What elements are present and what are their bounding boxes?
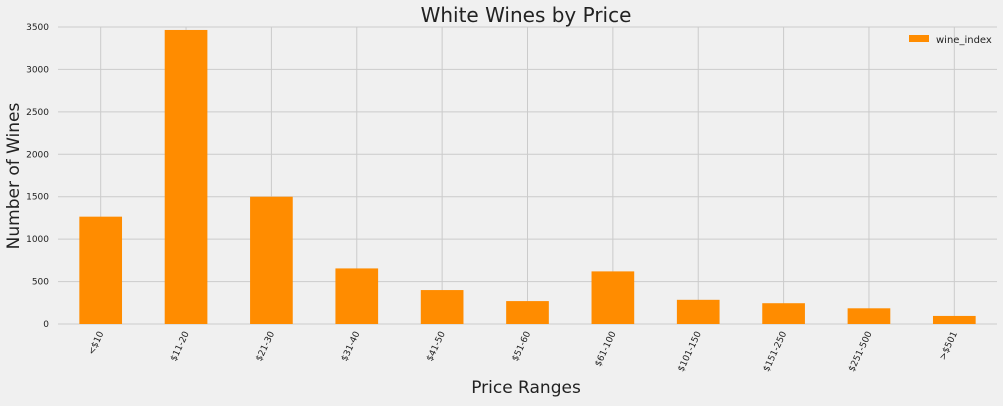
y-tick-label: 1500 <box>26 193 49 203</box>
y-tick-label: 0 <box>43 320 49 330</box>
y-axis-label: Number of Wines <box>4 102 24 249</box>
bar <box>506 301 549 324</box>
x-tick-label: $11-20 <box>169 330 192 363</box>
x-tick-label: $251-500 <box>847 330 874 374</box>
y-tick-label: 3000 <box>26 65 49 75</box>
x-tick-label: $51-60 <box>511 330 534 363</box>
grid-lines <box>58 26 997 325</box>
bar <box>420 290 464 324</box>
y-tick-label: 2500 <box>26 108 49 118</box>
y-tick-label: 1000 <box>26 235 49 245</box>
x-tick-label: $41-50 <box>425 330 448 363</box>
x-tick-label: $21-30 <box>255 330 278 363</box>
y-tick-label: 500 <box>32 278 49 288</box>
legend-swatch <box>909 35 929 42</box>
chart-title: White Wines by Price <box>421 3 632 27</box>
y-tick-labels: 0 500 1000 1500 2000 2500 3000 3500 <box>26 23 49 330</box>
bar <box>676 299 720 324</box>
x-tick-label: $31-40 <box>340 330 363 363</box>
bar <box>762 303 805 324</box>
bar <box>164 29 208 324</box>
x-tick-label: $151-250 <box>762 330 789 374</box>
bar <box>79 216 123 324</box>
x-axis-label: Price Ranges <box>471 378 581 398</box>
x-tick-label: $61-100 <box>594 330 619 369</box>
x-tick-labels: <$10 $11-20 $21-30 $31-40 $41-50 $51-60 $61-10… <box>87 330 960 374</box>
x-tick-label: $101-150 <box>677 330 704 374</box>
bar <box>932 315 976 324</box>
x-tick-label: >$501 <box>938 330 960 362</box>
bar <box>591 271 635 324</box>
bar <box>847 308 891 324</box>
y-tick-label: 3500 <box>26 23 49 33</box>
bars <box>79 29 976 324</box>
legend-label: wine_index <box>936 35 992 46</box>
bar <box>335 268 379 324</box>
bar <box>250 196 293 324</box>
y-tick-label: 2000 <box>26 150 49 160</box>
legend: wine_index <box>909 35 992 46</box>
x-tick-label: <$10 <box>87 330 107 357</box>
